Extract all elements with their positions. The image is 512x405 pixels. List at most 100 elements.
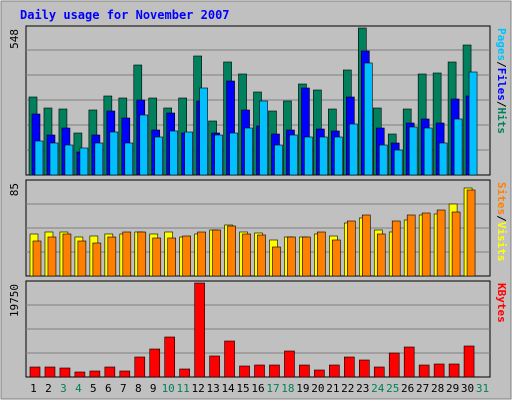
bar-kbytes (239, 365, 250, 378)
bar-kbytes (209, 355, 220, 378)
bar-kbytes (463, 345, 475, 378)
bar-pages (229, 132, 238, 176)
bar-pages (49, 142, 59, 176)
bar-kbytes (448, 363, 460, 378)
day-label: 21 (326, 382, 339, 395)
bar-kbytes (373, 366, 385, 378)
day-label: 4 (75, 382, 82, 395)
y-max-label: 85 (8, 183, 21, 196)
bar-pages (274, 144, 283, 176)
day-label: 30 (461, 382, 474, 395)
bar-kbytes (358, 359, 370, 378)
bar-pages (319, 136, 328, 176)
bar-kbytes (299, 364, 310, 378)
bar-sites (47, 236, 57, 277)
day-label: 16 (251, 382, 264, 395)
day-label: 5 (90, 382, 97, 395)
bar-sites (347, 220, 356, 277)
day-label: 29 (446, 382, 459, 395)
y-max-label: 548 (8, 29, 21, 49)
bar-kbytes (314, 369, 325, 378)
y-axis-title: Pages/Files/Hits (495, 28, 508, 134)
day-label: 13 (206, 382, 219, 395)
y-axis-title-part: / (495, 61, 508, 68)
bar-sites (317, 231, 326, 277)
day-label: 22 (341, 382, 354, 395)
bar-kbytes (403, 346, 415, 378)
bar-sites (272, 246, 281, 277)
y-axis-title: Sites/Visits (495, 182, 508, 262)
bar-sites (122, 231, 132, 277)
chart-title: Daily usage for November 2007 (20, 8, 230, 22)
day-label: 17 (266, 382, 279, 395)
bar-sites (242, 233, 251, 277)
bar-pages (244, 127, 253, 176)
day-label: 12 (192, 382, 205, 395)
bar-kbytes (119, 370, 131, 378)
bar-kbytes (149, 348, 161, 378)
day-label: 14 (221, 382, 235, 395)
bar-sites (182, 235, 191, 277)
day-label: 26 (401, 382, 414, 395)
day-label: 7 (120, 382, 127, 395)
bar-sites (197, 231, 206, 277)
bar-sites (77, 240, 87, 277)
bar-kbytes (224, 340, 235, 378)
bar-sites (107, 236, 117, 277)
day-label: 27 (416, 382, 429, 395)
bar-kbytes (44, 366, 56, 378)
bar-sites (257, 234, 266, 277)
bar-sites (137, 231, 147, 277)
y-axis-title-part: Sites (495, 182, 508, 215)
bar-pages (349, 123, 358, 176)
day-label: 9 (150, 382, 157, 395)
day-label: 2 (45, 382, 52, 395)
bar-kbytes (344, 356, 355, 378)
bar-kbytes (329, 364, 340, 378)
y-axis-title-part: Visits (495, 222, 508, 262)
bar-sites (421, 212, 431, 277)
y-max-label: 19750 (8, 284, 21, 317)
day-label: 8 (135, 382, 142, 395)
bar-pages (34, 140, 44, 176)
bar-pages (259, 100, 268, 176)
bar-sites (92, 242, 102, 277)
bar-pages (408, 126, 418, 176)
bar-sites (62, 233, 72, 277)
bar-pages (393, 149, 403, 176)
bar-sites (332, 239, 341, 277)
bar-pages (378, 144, 388, 176)
day-label: 6 (105, 382, 112, 395)
bar-pages (363, 62, 373, 176)
bar-pages (139, 114, 149, 176)
bar-kbytes (179, 368, 190, 378)
bar-pages (169, 130, 179, 176)
bar-pages (79, 147, 89, 176)
bar-kbytes (269, 364, 280, 378)
day-label: 10 (162, 382, 175, 395)
day-label: 15 (236, 382, 249, 395)
bar-pages (184, 131, 193, 176)
y-axis-title-part: / (495, 215, 508, 222)
bar-sites (287, 236, 296, 277)
bar-pages (423, 127, 433, 176)
day-label: 20 (311, 382, 324, 395)
bar-sites (152, 237, 162, 277)
day-label: 24 (371, 382, 385, 395)
bar-sites (391, 220, 401, 277)
day-label: 28 (431, 382, 444, 395)
bar-sites (227, 225, 236, 277)
bar-sites (376, 233, 386, 277)
y-axis-title-part: Hits (495, 108, 508, 135)
bar-kbytes (388, 352, 400, 378)
bar-kbytes (59, 367, 71, 378)
bar-pages (334, 136, 343, 176)
bar-kbytes (134, 356, 146, 378)
bar-pages (214, 134, 223, 176)
bar-sites (361, 214, 371, 277)
panel-middle: 85 Sites/Visits (8, 179, 508, 277)
bar-sites (212, 229, 221, 277)
